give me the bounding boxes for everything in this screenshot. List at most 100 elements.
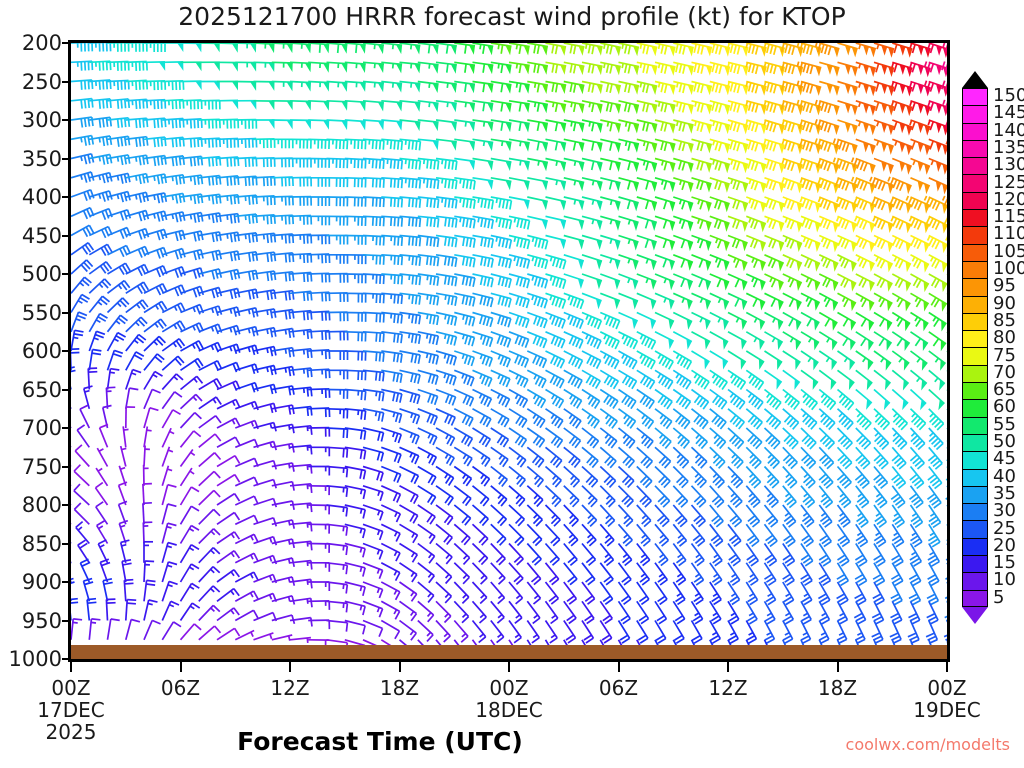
wind-barb — [198, 396, 222, 410]
wind-barb — [527, 234, 549, 250]
wind-barb — [198, 80, 220, 91]
wind-barb — [798, 157, 822, 174]
colorbar-swatch — [962, 209, 988, 227]
wind-barb — [709, 523, 724, 547]
wind-barb — [142, 464, 149, 486]
y-axis-tick-label: 500 — [21, 262, 62, 286]
wind-barb — [654, 331, 675, 350]
wind-barb — [563, 523, 579, 547]
wind-barb — [581, 292, 602, 310]
wind-barb — [362, 273, 385, 285]
colorbar-label: 50 — [993, 431, 1016, 452]
wind-barb — [654, 369, 674, 390]
wind-barb — [654, 273, 675, 291]
wind-barb — [544, 600, 559, 625]
wind-barb — [890, 562, 904, 587]
wind-barb — [198, 137, 222, 148]
wind-barb — [198, 546, 221, 564]
wind-barb — [161, 302, 186, 314]
wind-barb — [490, 542, 506, 566]
wind-barb — [161, 427, 175, 448]
wind-barb — [727, 157, 749, 174]
wind-barb — [326, 427, 349, 439]
wind-barb — [526, 485, 544, 508]
wind-barb — [490, 61, 512, 75]
wind-barb — [71, 597, 79, 621]
wind-barb — [763, 581, 777, 606]
wind-barb — [71, 329, 84, 352]
x-axis-tick-label: 00Z — [927, 676, 967, 700]
wind-barb — [891, 388, 909, 411]
wind-barb — [417, 581, 435, 603]
wind-barb — [234, 609, 259, 622]
wind-barb — [727, 99, 749, 115]
wind-barb — [344, 157, 367, 169]
wind-barb — [271, 365, 295, 377]
wind-barb — [836, 620, 848, 645]
wind-barb — [745, 408, 763, 430]
colorbar-cap-bottom — [962, 607, 988, 624]
wind-barb — [180, 80, 202, 91]
wind-barb — [672, 523, 688, 547]
wind-barb — [271, 138, 294, 149]
wind-barb — [326, 465, 349, 478]
wind-barb — [362, 350, 385, 362]
wind-barb — [855, 43, 877, 58]
wind-barb — [527, 138, 549, 153]
wind-barb — [308, 446, 331, 457]
wind-barb — [654, 581, 668, 606]
wind-barb — [782, 408, 800, 430]
wind-barb — [179, 393, 203, 410]
wind-barb — [691, 273, 712, 291]
wind-barb — [417, 369, 439, 385]
wind-barb — [855, 61, 877, 77]
wind-barb — [836, 581, 849, 606]
wind-barb — [88, 312, 108, 333]
wind-barb — [417, 465, 437, 486]
wind-barb — [472, 446, 491, 467]
wind-barb — [764, 176, 785, 194]
x-axis-tick-label: 06Z — [598, 676, 639, 700]
wind-barb — [581, 99, 603, 114]
wind-barb — [508, 542, 524, 566]
wind-barb — [198, 193, 222, 205]
wind-barb — [581, 157, 603, 172]
wind-barb — [745, 543, 759, 567]
wind-barb — [636, 562, 651, 586]
wind-barb — [308, 99, 330, 111]
wind-barb — [381, 330, 403, 344]
wind-barb — [673, 234, 694, 252]
wind-barb — [943, 216, 947, 227]
wind-barb — [143, 388, 161, 410]
wind-barb — [75, 520, 90, 545]
wind-barb — [71, 224, 95, 238]
wind-barb — [344, 465, 367, 480]
wind-barb — [235, 288, 259, 300]
wind-barb — [599, 350, 620, 370]
colorbar-swatch — [962, 191, 988, 210]
wind-barb — [563, 176, 585, 192]
wind-barb — [544, 485, 562, 508]
wind-barb — [344, 215, 367, 227]
wind-barb — [271, 327, 295, 339]
wind-barb — [618, 119, 640, 134]
wind-barb — [654, 196, 676, 212]
wind-barb — [563, 620, 577, 644]
wind-barb — [362, 215, 385, 227]
wind-barb — [143, 426, 152, 448]
wind-barb — [545, 408, 564, 429]
wind-barb — [782, 350, 801, 370]
colorbar-swatch — [962, 88, 988, 106]
wind-barb — [399, 562, 418, 583]
wind-barb — [106, 331, 127, 352]
wind-barb — [381, 369, 403, 383]
wind-barb — [890, 215, 912, 234]
wind-barb — [143, 282, 168, 296]
wind-barb — [454, 119, 476, 132]
wind-barb — [818, 408, 836, 431]
wind-barb — [71, 348, 80, 371]
wind-barb — [253, 138, 276, 149]
wind-barb — [581, 600, 595, 625]
wind-barb — [308, 157, 331, 168]
wind-barb — [563, 138, 585, 153]
